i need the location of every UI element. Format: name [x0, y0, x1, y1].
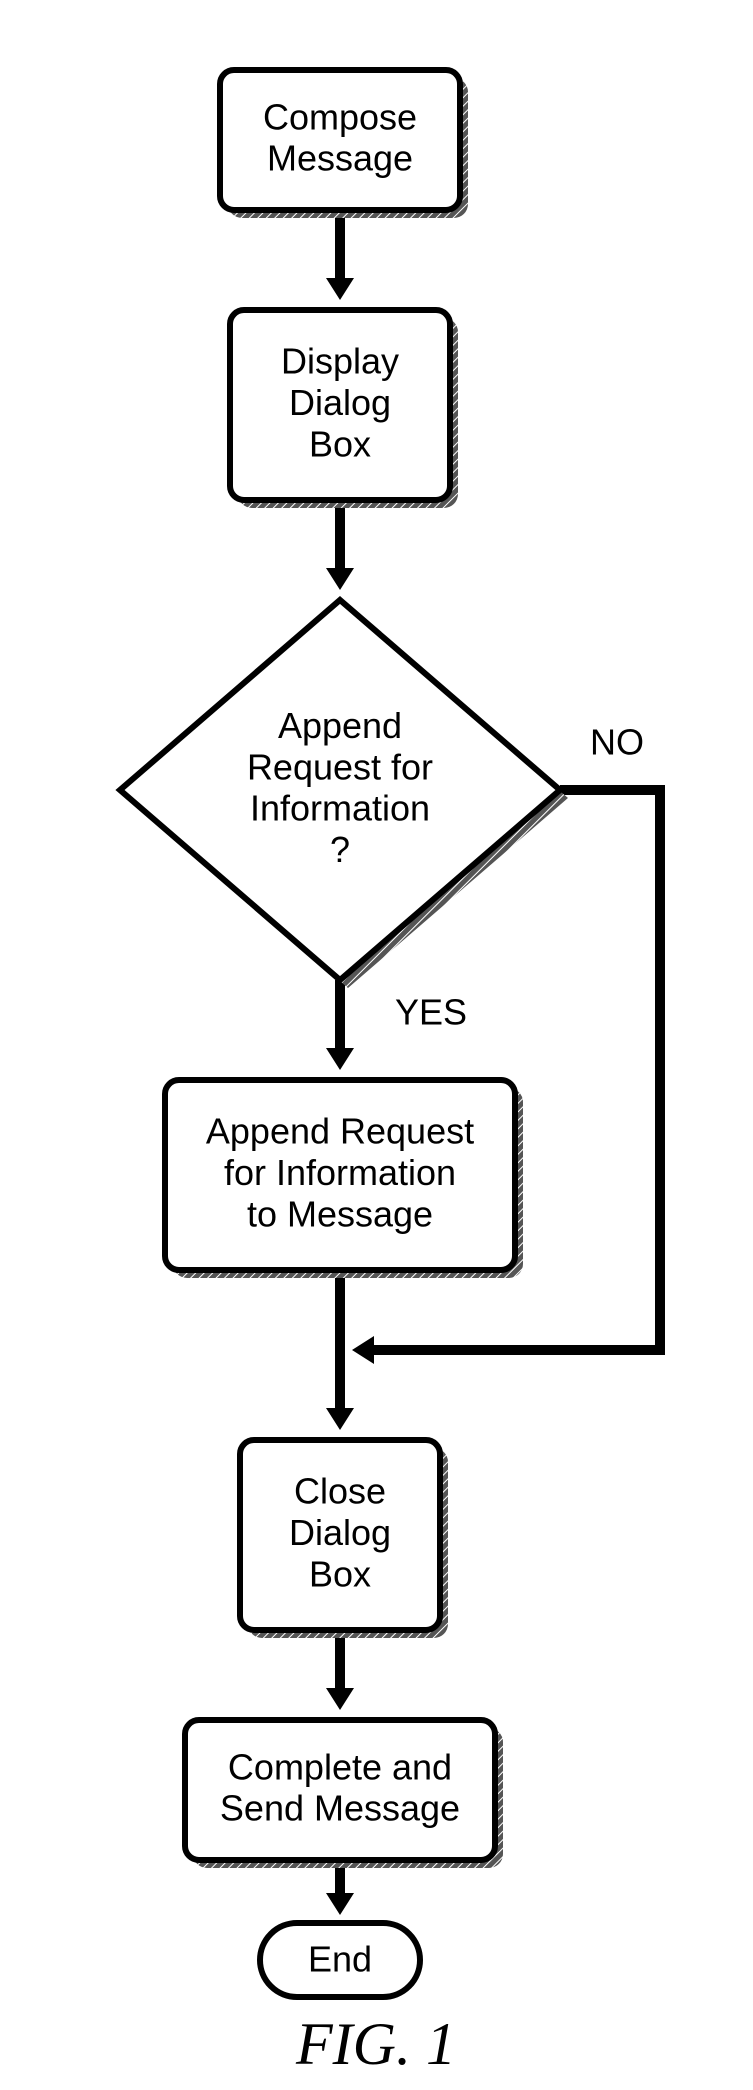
edge-e7 — [326, 1860, 354, 1915]
edge-e2 — [326, 500, 354, 590]
node-complete: Complete andSend Message — [185, 1720, 503, 1868]
node-end: End — [260, 1923, 420, 1997]
flowchart: YES NO ComposeMessage DisplayDialogBox Appen… — [0, 0, 753, 2090]
node-text: End — [308, 1939, 372, 1980]
node-close: CloseDialogBox — [240, 1440, 448, 1638]
node-append: Append Requestfor Informationto Message — [165, 1080, 523, 1278]
node-text: Complete andSend Message — [220, 1746, 460, 1828]
edge-label: YES — [395, 992, 467, 1033]
edge-e3: YES — [326, 980, 467, 1070]
node-decision: AppendRequest forInformation? — [120, 600, 568, 988]
edge-e5 — [326, 1270, 354, 1430]
node-compose: ComposeMessage — [220, 70, 468, 218]
edge-e6 — [326, 1630, 354, 1710]
node-text: ComposeMessage — [263, 96, 417, 178]
figure-caption: FIG. 1 — [295, 2011, 456, 2077]
edge-label: NO — [590, 722, 644, 763]
edge-e1 — [326, 210, 354, 300]
node-display: DisplayDialogBox — [230, 310, 458, 508]
